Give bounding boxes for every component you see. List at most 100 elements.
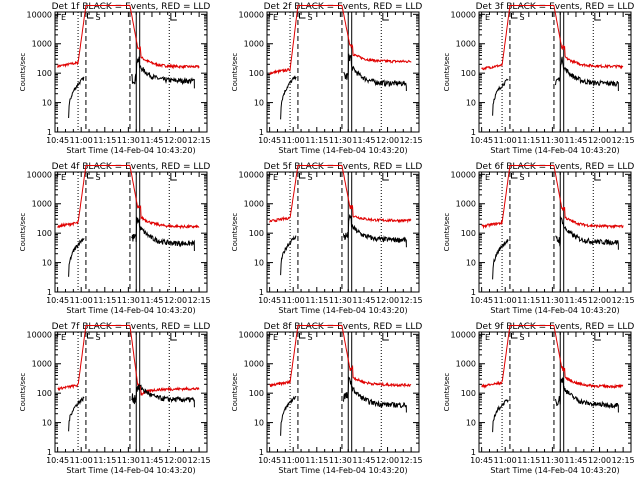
chart-8-y-axis-label: Counts/sec [231, 373, 239, 412]
chart-1-events-series-line-pre [68, 76, 85, 119]
chart-9-x-tick-label: 11:00 [494, 456, 517, 465]
chart-9-y-tick-label: 10 [466, 419, 476, 428]
chart-7-x-tick-label: 11:00 [70, 456, 93, 465]
chart-8-x-tick-label: 11:45 [352, 456, 375, 465]
chart-2-start-marker [298, 13, 306, 19]
chart-1-title: Det 1f BLACK = Events, RED = LLD [52, 2, 211, 12]
chart-4-x-tick-label: 11:45 [140, 296, 163, 305]
chart-4-y-tick-label: 100 [37, 229, 52, 238]
chart-1-events-series-line-post [131, 56, 195, 89]
chart-6-end-marker [594, 173, 601, 181]
chart-1-y-tick-label: 10000 [27, 10, 52, 19]
chart-8-y-tick-label: 1 [259, 448, 264, 457]
chart-1-y-tick-label: 100 [37, 69, 52, 78]
chart-3-lld-series-line [481, 5, 624, 71]
chart-6-x-tick-label: 11:30 [541, 296, 564, 305]
chart-2-x-tick-label: 12:15 [400, 136, 423, 145]
chart-9-title: Det 9f BLACK = Events, RED = LLD [476, 322, 635, 332]
chart-6-left-marker-label: E [485, 173, 490, 182]
chart-6-y-axis-label: Counts/sec [443, 213, 451, 252]
chart-3-y-axis-label: Counts/sec [443, 53, 451, 92]
chart-1-lld-series-line [57, 5, 200, 70]
chart-8-y-tick-label: 100 [249, 389, 264, 398]
chart-6-x-tick-label: 12:15 [612, 296, 635, 305]
chart-1-left-marker-label: E [61, 13, 66, 22]
chart-6-x-tick-label: 11:45 [564, 296, 587, 305]
chart-2-x-axis-label: Start Time (14-Feb-04 10:43:20) [278, 146, 407, 155]
chart-2-y-tick-label: 10 [254, 99, 264, 108]
chart-8-x-tick-label: 11:00 [282, 456, 305, 465]
chart-8-title: Det 8f BLACK = Events, RED = LLD [264, 322, 423, 332]
chart-1-start-marker-label: S [95, 13, 100, 22]
chart-8-events-series-line-post [343, 376, 407, 413]
chart-2-lld-series-line [269, 5, 412, 75]
chart-7-events-series-line-post [131, 384, 195, 408]
chart-3-y-tick-label: 100 [461, 69, 476, 78]
chart-8-y-tick-label: 10000 [239, 330, 264, 339]
chart-7-x-tick-label: 11:15 [93, 456, 116, 465]
chart-5-y-tick-label: 10000 [239, 170, 264, 179]
chart-1-x-tick-label: 11:00 [70, 136, 93, 145]
chart-4-events-series-line-pre [68, 237, 85, 277]
chart-9-x-tick-label: 11:45 [564, 456, 587, 465]
chart-6-events-series-line-pre [492, 239, 509, 280]
chart-9-start-marker-label: S [519, 333, 524, 342]
chart-4-lld-series-line [57, 165, 200, 230]
chart-7-y-tick-label: 10000 [27, 330, 52, 339]
chart-8-y-tick-label: 1000 [244, 360, 264, 369]
chart-5-events-series-line-pre [280, 235, 297, 276]
chart-6-y-tick-label: 100 [461, 229, 476, 238]
chart-8-x-tick-label: 12:00 [376, 456, 399, 465]
chart-9-x-tick-label: 11:30 [541, 456, 564, 465]
chart-7-x-tick-label: 12:15 [188, 456, 211, 465]
chart-3-end-marker [594, 13, 601, 21]
chart-4-x-tick-label: 10:45 [46, 296, 69, 305]
chart-7-x-axis-label: Start Time (14-Feb-04 10:43:20) [66, 466, 195, 475]
chart-3-y-tick-label: 10 [466, 99, 476, 108]
chart-1-x-tick-label: 11:15 [93, 136, 116, 145]
chart-8-x-axis-label: Start Time (14-Feb-04 10:43:20) [278, 466, 407, 475]
chart-9-start-marker [510, 333, 518, 339]
chart-4-x-tick-label: 11:30 [117, 296, 140, 305]
chart-6-y-tick-label: 1 [471, 288, 476, 297]
chart-9-y-tick-label: 1 [471, 448, 476, 457]
chart-3-x-tick-label: 11:30 [541, 136, 564, 145]
chart-4-y-axis-label: Counts/sec [19, 213, 27, 252]
chart-2-events-series-line-pre [280, 75, 297, 120]
chart-1-x-tick-label: 11:45 [140, 136, 163, 145]
chart-8-lld-series-line [269, 325, 412, 388]
chart-4-y-tick-label: 10000 [27, 170, 52, 179]
chart-7-y-tick-label: 10 [42, 419, 52, 428]
chart-5-end-marker [382, 173, 389, 181]
chart-7-x-tick-label: 11:30 [117, 456, 140, 465]
chart-7-y-tick-label: 1000 [32, 360, 52, 369]
chart-8-x-tick-label: 12:15 [400, 456, 423, 465]
chart-5-x-tick-label: 10:45 [258, 296, 281, 305]
chart-7-y-axis-label: Counts/sec [19, 373, 27, 412]
chart-8-events-series-line-pre [280, 395, 297, 436]
chart-4-x-axis-label: Start Time (14-Feb-04 10:43:20) [66, 306, 195, 315]
chart-2-end-marker [382, 13, 389, 21]
chart-4-y-tick-label: 1000 [32, 200, 52, 209]
chart-9-x-tick-label: 11:15 [517, 456, 540, 465]
chart-2-x-tick-label: 11:45 [352, 136, 375, 145]
chart-3-y-tick-label: 1000 [456, 40, 476, 49]
chart-6-events-series-line-post [555, 215, 619, 250]
chart-3-x-axis-label: Start Time (14-Feb-04 10:43:20) [490, 146, 619, 155]
chart-5-start-marker-label: S [307, 173, 312, 182]
chart-3-title: Det 3f BLACK = Events, RED = LLD [476, 2, 635, 12]
chart-9-lld-series-line [481, 325, 624, 389]
chart-7-start-marker [86, 333, 94, 339]
chart-5-events-series-line-post [343, 214, 407, 248]
chart-3-events-series-line-post [555, 56, 619, 92]
chart-7-start-marker-label: S [95, 333, 100, 342]
chart-5-y-tick-label: 1 [259, 288, 264, 297]
chart-1-start-marker [86, 13, 94, 19]
chart-1-y-tick-label: 1 [47, 128, 52, 137]
chart-6-start-marker [510, 173, 518, 179]
chart-5-y-tick-label: 100 [249, 229, 264, 238]
chart-8-y-tick-label: 10 [254, 419, 264, 428]
chart-5-y-tick-label: 1000 [244, 200, 264, 209]
chart-4-x-tick-label: 12:00 [164, 296, 187, 305]
